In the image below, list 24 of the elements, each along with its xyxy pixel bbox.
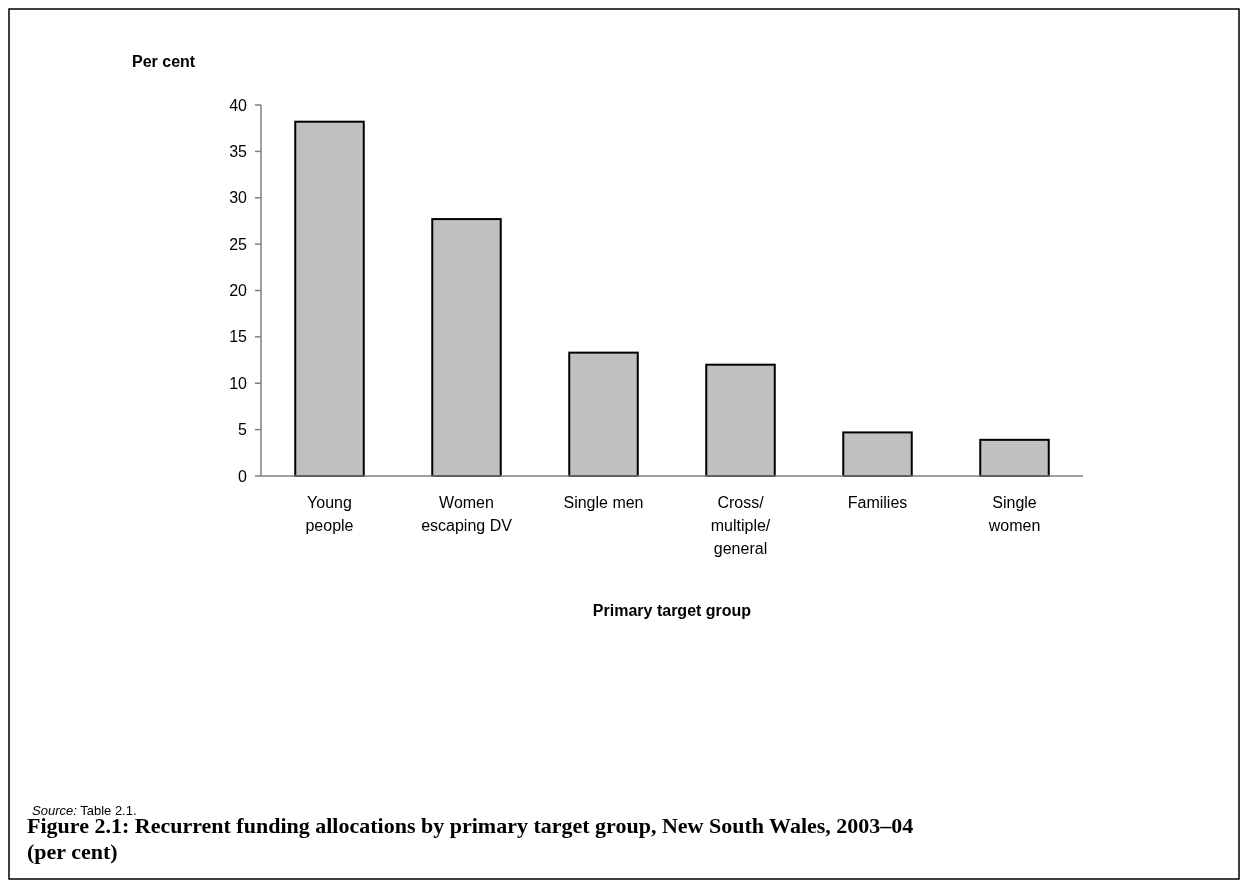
y-tick-label: 20: [229, 282, 248, 300]
y-axis-title: Per cent: [132, 53, 196, 70]
x-tick-label: Cross/multiple/general: [710, 494, 771, 557]
bar: [705, 363, 776, 477]
y-tick-label: 35: [229, 142, 248, 160]
x-tick-label: Young people: [305, 494, 354, 534]
y-tick-label: 15: [229, 328, 248, 346]
bar: [842, 431, 913, 477]
y-tick-label: 5: [238, 421, 248, 439]
bar: [979, 438, 1050, 477]
bar: [568, 351, 639, 477]
y-tick-label: 25: [229, 235, 248, 253]
bar: [294, 120, 365, 477]
x-axis-title: Primary target group: [592, 602, 752, 619]
y-tick-label: 40: [229, 96, 248, 114]
y-tick-label: 0: [238, 467, 248, 485]
y-tick-label: 30: [229, 189, 248, 207]
x-tick-label: Families: [847, 494, 908, 511]
y-tick-label: 10: [229, 374, 248, 392]
source-note: Source: Table 2.1.: [32, 803, 137, 818]
x-tick-label: Single men: [563, 494, 644, 511]
x-tick-label: Single women: [987, 494, 1041, 534]
bar: [431, 218, 502, 477]
x-tick-label: Women escaping DV: [421, 494, 513, 534]
